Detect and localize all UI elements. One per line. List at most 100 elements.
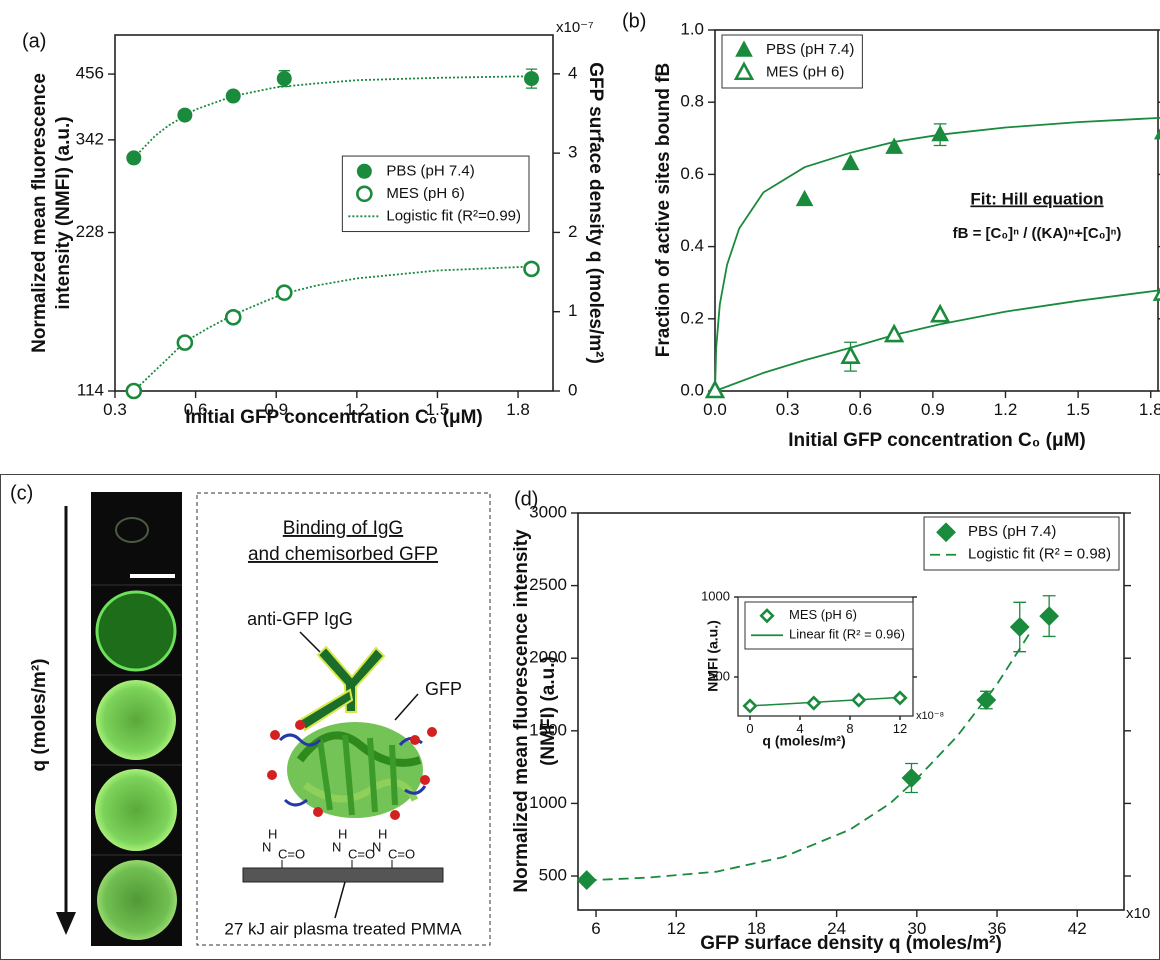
x-tick-label: 0 (746, 721, 753, 736)
plot-frame (714, 29, 1159, 392)
legend-marker (759, 608, 775, 624)
x-tick-label: 30 (907, 919, 926, 938)
x-tick-label: 1.5 (1066, 400, 1090, 419)
fit-line (133, 75, 532, 159)
x-axis-title: Initial GFP concentration C₀ (μM) (788, 430, 1085, 451)
y-tick-label: 0.0 (680, 380, 704, 399)
y-axis-title: intensity (NMFI) (a.u.) (53, 116, 74, 309)
panel-label: (c) (10, 482, 33, 504)
micrograph-spot (115, 517, 149, 543)
chem-label: H (378, 826, 387, 841)
y-tick-label: 114 (77, 380, 104, 399)
data-point (176, 334, 194, 351)
data-point (524, 71, 540, 87)
data-point (576, 870, 597, 890)
y-axis-title: Normalized mean fluorescence intensity (511, 529, 532, 893)
legend-marker (356, 163, 372, 179)
y-tick-label: 2000 (529, 648, 567, 667)
legend-marker (735, 40, 753, 57)
substrate (242, 867, 444, 883)
y-tick-label: 500 (708, 668, 730, 683)
x-tick-label: 1.8 (1139, 400, 1160, 419)
chem-label: H (338, 826, 347, 841)
data-point (795, 189, 814, 207)
data-point (224, 308, 242, 326)
x-axis-title: Initial GFP concentration C₀ (μM) (185, 407, 482, 428)
x-tick-label: 1.8 (506, 400, 530, 419)
plot-frame (577, 512, 1125, 911)
x-tick-label: 1.5 (426, 400, 450, 419)
legend-label: Linear fit (R² = 0.96) (789, 627, 905, 642)
y2-tick-label: 3 (568, 143, 577, 162)
fit-line (133, 265, 532, 392)
x-tick-label: 4 (796, 721, 803, 736)
protein-structure (267, 720, 437, 820)
y-axis-title: (NMFI) (a.u.) (538, 656, 559, 766)
x-tick-label: 12 (893, 721, 907, 736)
y-axis-title: NMFI (a.u.) (705, 620, 721, 692)
data-point (851, 692, 867, 708)
data-point (931, 124, 949, 142)
data-point (704, 379, 726, 399)
data-point (901, 768, 922, 788)
chem-label: C=O (278, 846, 305, 861)
y-tick-label: 2500 (529, 575, 567, 594)
legend-box (341, 155, 530, 233)
legend-label: MES (pH 6) (789, 607, 857, 622)
y-tick-label: 342 (76, 129, 104, 148)
chart: 0.0 0.3 0.6 0.9 1.2 1.5 1.8 0.0 0.2 0.4 0.6 0.8 1.0 (… (622, 10, 1160, 451)
x-tick-label: 18 (747, 919, 766, 938)
x-tick-label: 24 (827, 919, 846, 938)
y-tick-label: 1500 (529, 720, 567, 739)
y-tick-label: 0.4 (680, 236, 704, 255)
antibody-shape (298, 645, 386, 732)
y-tick-label: 500 (539, 866, 567, 885)
chart: 0 4 8 12 500 1000 q (moles/m²) NMFI (a.u.) x10⁻⁸… (686, 588, 944, 750)
micrograph-disk (95, 590, 177, 672)
chem-label: H (268, 826, 277, 841)
y-tick-label: 1000 (529, 793, 567, 812)
axis-multiplier: x10⁻⁸ (916, 710, 944, 722)
data-point (883, 323, 905, 343)
legend-marker (356, 185, 373, 203)
x-tick-label: 42 (1068, 919, 1087, 938)
x-tick-label: 6 (591, 919, 600, 938)
chem-label: N (332, 839, 341, 854)
micrograph-column (91, 492, 182, 946)
panel-label: (d) (514, 488, 538, 510)
plot-frame (114, 34, 554, 392)
leader-line (334, 881, 346, 919)
data-point (276, 71, 292, 87)
x-tick-label: 1.2 (345, 400, 369, 419)
micrograph-disk (95, 769, 177, 851)
y-tick-label: 0.6 (680, 164, 704, 183)
chart: 0.3 0.6 0.9 1.2 1.5 1.8 114 228 342 456 0 1 2 3 4 (a) In… (22, 19, 606, 428)
x-axis-title: GFP surface density q (moles/m²) (700, 933, 1002, 954)
x-tick-label: 0.9 (921, 400, 945, 419)
x-tick-label: 0.3 (776, 400, 800, 419)
fit-line (714, 116, 1160, 392)
data-point (125, 382, 143, 400)
y-tick-label: 0.2 (680, 308, 704, 327)
data-point (177, 107, 193, 123)
axis-multiplier: x10 (1126, 905, 1150, 922)
legend-label: PBS (pH 7.4) (386, 162, 474, 179)
data-point (1039, 606, 1060, 627)
legend-marker (936, 522, 956, 543)
data-point (976, 690, 997, 710)
arrow-label: q (moles/m²) (29, 659, 50, 772)
data-point (840, 345, 861, 365)
schematic-frame (196, 492, 491, 946)
chem-label: N (372, 839, 381, 854)
legend-box (744, 601, 914, 650)
y2-tick-label: 1 (568, 301, 577, 320)
data-point (126, 150, 142, 166)
x-tick-label: 0.6 (848, 400, 872, 419)
micrograph-disk (97, 860, 177, 940)
legend-label: PBS (pH 7.4) (968, 523, 1056, 540)
y-axis-title: Fraction of active sites bound fB (653, 63, 674, 358)
legend-label: Logistic fit (R²=0.99) (386, 207, 521, 224)
chem-label: C=O (348, 846, 375, 861)
data-point (1009, 617, 1030, 637)
